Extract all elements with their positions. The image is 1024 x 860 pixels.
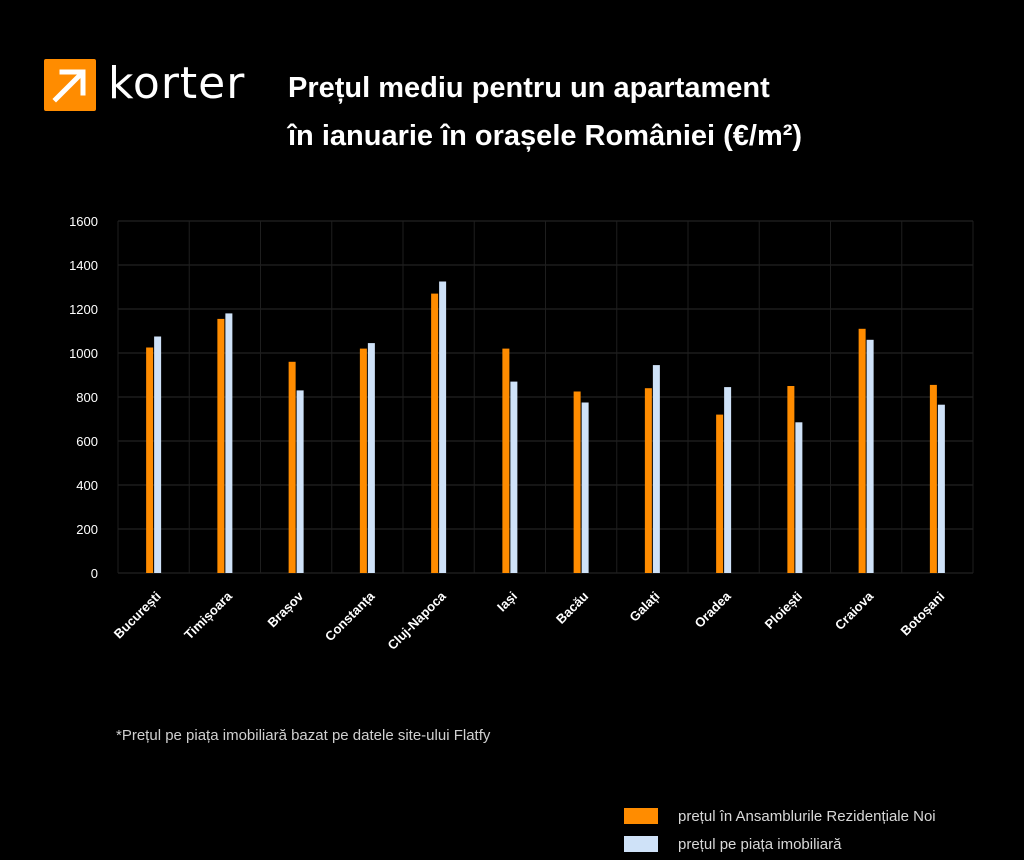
y-tick-label: 400 [76,478,98,493]
legend-label-market: prețul pe piața imobiliară [678,835,842,853]
bar-new-developments [716,414,724,573]
bar-new-developments [858,328,866,573]
legend-label-new-developments: prețul în Ansamblurile Rezidențiale Noi [678,807,936,825]
brand-logo [44,59,96,111]
bar-new-developments [217,318,225,573]
bar-new-developments [787,386,795,573]
bar-new-developments [146,347,154,573]
bar-new-developments [359,348,367,573]
bar-market [937,404,945,573]
x-tick-label: Constanța [322,588,378,644]
x-tick-label: Brașov [264,588,306,630]
bar-market [795,422,803,573]
legend-item-new-developments: prețul în Ansamblurile Rezidențiale Noi [624,804,936,828]
x-tick-label: Craiova [832,588,877,633]
footnote: *Prețul pe piața imobiliară bazat pe dat… [116,727,491,744]
x-tick-label: Iași [494,589,520,615]
x-tick-label: Ploiești [762,589,805,632]
bar-market [154,336,162,573]
x-tick-label: Botoșani [898,589,948,639]
bar-new-developments [929,384,937,573]
bar-market [581,402,589,573]
y-tick-label: 600 [76,434,98,449]
bar-new-developments [644,388,652,573]
x-tick-label: Timișoara [181,588,235,642]
page-title-line-1: Prețul mediu pentru un apartament [288,72,770,104]
x-tick-label: Oradea [691,588,734,631]
bar-market [652,365,660,573]
page-title-line-2: în ianuarie în orașele României (€/m²) [288,120,803,152]
x-tick-label: Bacău [553,588,591,626]
legend: prețul în Ansamblurile Rezidențiale Noi … [624,804,936,860]
bar-market [439,281,447,573]
x-tick-label: București [111,589,164,642]
bar-new-developments [288,361,296,573]
x-tick-label: Galați [626,589,662,625]
legend-swatch-market [624,836,658,852]
bar-market [510,381,518,573]
y-tick-label: 0 [91,566,98,581]
arrow-up-right-icon [52,69,86,103]
y-tick-label: 1600 [69,214,98,229]
legend-swatch-new-developments [624,808,658,824]
legend-item-market: prețul pe piața imobiliară [624,832,936,856]
bar-market [367,343,375,573]
y-tick-label: 800 [76,390,98,405]
bar-market [225,313,233,573]
brand-name: korter [108,58,246,109]
bar-market [866,339,874,573]
bar-new-developments [573,391,581,573]
bar-market [296,390,304,573]
bar-market [724,387,732,573]
y-tick-label: 200 [76,522,98,537]
y-tick-label: 1000 [69,346,98,361]
y-tick-label: 1200 [69,302,98,317]
bar-new-developments [502,348,510,573]
bar-new-developments [431,293,439,573]
y-tick-label: 1400 [69,258,98,273]
x-tick-label: Cluj-Napoca [385,588,450,653]
page-title: Prețul mediu pentru un apartament în ian… [288,64,928,160]
